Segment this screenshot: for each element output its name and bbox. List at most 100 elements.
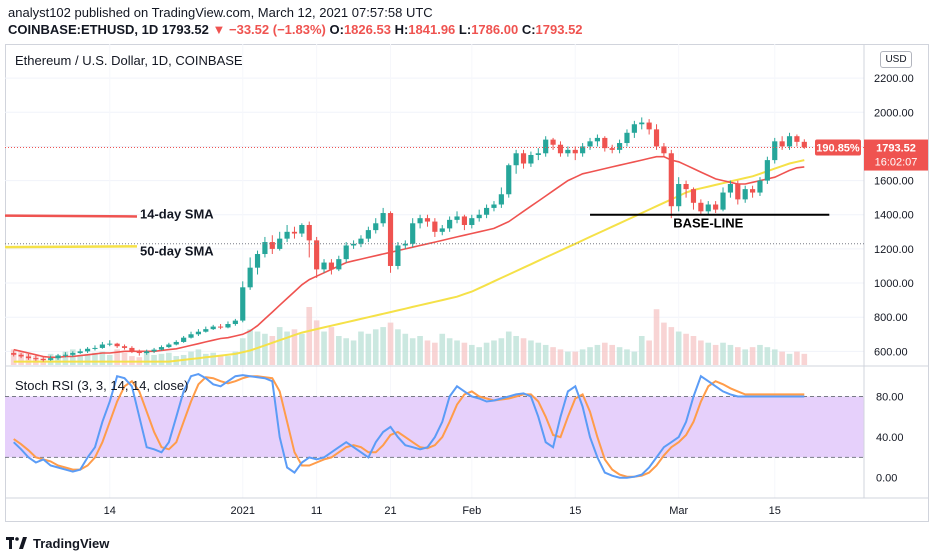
volume-bar bbox=[328, 327, 335, 365]
candle-body bbox=[136, 351, 142, 354]
candle-body bbox=[306, 224, 312, 241]
candle-body bbox=[557, 144, 564, 154]
candle-body bbox=[720, 192, 726, 210]
candle-body bbox=[203, 329, 209, 332]
candle-body bbox=[661, 146, 667, 154]
volume-bar bbox=[217, 354, 224, 365]
volume-bar bbox=[151, 354, 157, 365]
price-tick-label: 1200.00 bbox=[874, 244, 914, 256]
symbol-label: COINBASE:ETHUSD, 1D bbox=[8, 22, 159, 37]
volume-bar bbox=[557, 349, 564, 365]
volume-bar bbox=[158, 353, 165, 365]
candle-body bbox=[336, 259, 342, 270]
sma50-label: 50-day SMA bbox=[140, 243, 214, 258]
candle-body bbox=[328, 262, 335, 270]
last-price-badge bbox=[864, 139, 928, 171]
volume-bar bbox=[269, 336, 276, 365]
candle-body bbox=[77, 351, 83, 354]
candle-body bbox=[624, 132, 630, 144]
volume-bar bbox=[439, 333, 446, 365]
volume-bar bbox=[350, 340, 357, 365]
candle-body bbox=[173, 341, 179, 345]
time-tick-label: 14 bbox=[104, 505, 116, 517]
volume-bar bbox=[306, 307, 313, 365]
volume-bar bbox=[247, 329, 253, 365]
candle-body bbox=[217, 326, 224, 328]
candle-body bbox=[84, 348, 91, 352]
candle-body bbox=[646, 122, 652, 130]
sma14-label: 14-day SMA bbox=[140, 207, 214, 222]
volume-bar bbox=[358, 331, 364, 365]
volume-bar bbox=[675, 331, 682, 365]
candle-body bbox=[543, 139, 549, 154]
stoch-d-line bbox=[13, 375, 805, 478]
volume-bar bbox=[55, 354, 61, 365]
volume-bar bbox=[284, 331, 290, 365]
time-tick-label: 21 bbox=[384, 505, 396, 517]
candle-body bbox=[262, 242, 268, 255]
volume-bar bbox=[417, 336, 423, 365]
volume-bar bbox=[646, 340, 652, 365]
candle-body bbox=[181, 337, 187, 342]
volume-bar bbox=[99, 351, 106, 365]
candle-body bbox=[240, 287, 246, 321]
volume-bar bbox=[321, 331, 327, 365]
volume-bar bbox=[106, 354, 113, 365]
candle-body bbox=[387, 213, 394, 266]
candle-body bbox=[92, 347, 98, 349]
volume-bar bbox=[565, 351, 571, 365]
volume-bar bbox=[661, 322, 667, 365]
volume-bar bbox=[299, 333, 305, 365]
candle-body bbox=[151, 349, 157, 352]
volume-bar bbox=[276, 327, 283, 365]
candle-body bbox=[506, 165, 512, 195]
volume-bar bbox=[587, 347, 593, 365]
candle-body bbox=[447, 219, 453, 229]
candle-body bbox=[210, 326, 216, 330]
low-value: 1786.00 bbox=[471, 22, 519, 37]
candle-body bbox=[779, 141, 785, 147]
candle-body bbox=[461, 216, 468, 225]
candle-body bbox=[801, 141, 807, 148]
volume-bar bbox=[446, 338, 453, 365]
candle-body bbox=[269, 242, 275, 249]
candle-body bbox=[668, 153, 674, 207]
volume-bar bbox=[365, 333, 372, 365]
candle-body bbox=[291, 231, 298, 234]
footer-brand[interactable]: TradingView bbox=[6, 533, 109, 553]
volume-bar bbox=[380, 327, 386, 365]
volume-bar bbox=[653, 309, 660, 365]
volume-bar bbox=[705, 342, 712, 365]
volume-bar bbox=[771, 349, 778, 365]
change-arrow-icon: ▼ bbox=[212, 22, 226, 37]
volume-bar bbox=[764, 347, 771, 365]
candle-body bbox=[48, 358, 54, 360]
currency-badge[interactable]: USD bbox=[880, 51, 912, 68]
volume-bar bbox=[343, 338, 350, 365]
candle-body bbox=[314, 240, 320, 270]
volume-bar bbox=[262, 333, 268, 365]
volume-bar bbox=[232, 351, 239, 365]
candle-body bbox=[395, 245, 401, 266]
volume-bar bbox=[62, 351, 69, 365]
tradingview-logo-icon bbox=[6, 537, 27, 549]
candle-body bbox=[550, 139, 556, 145]
volume-bar bbox=[742, 349, 749, 365]
countdown-badge-text: 16:02:07 bbox=[875, 157, 918, 169]
volume-bar bbox=[757, 344, 763, 365]
candle-body bbox=[254, 254, 261, 268]
volume-bar bbox=[77, 356, 84, 365]
volume-bar bbox=[779, 351, 785, 365]
percent-badge-text: 190.85% bbox=[816, 143, 860, 155]
candle-body bbox=[18, 354, 24, 357]
candle-body bbox=[491, 204, 497, 208]
volume-bar bbox=[683, 333, 689, 365]
candle-body bbox=[476, 214, 482, 219]
candle-body bbox=[373, 223, 379, 231]
candle-body bbox=[742, 189, 748, 200]
candle-body bbox=[690, 189, 697, 203]
candle-body bbox=[749, 189, 756, 193]
candle-body bbox=[735, 184, 741, 200]
candle-body bbox=[631, 124, 637, 133]
